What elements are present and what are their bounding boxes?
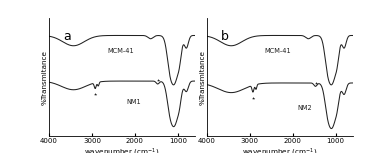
Text: $\star$: $\star$ [313, 78, 319, 87]
Text: NM1: NM1 [126, 99, 141, 105]
Text: MCM-41: MCM-41 [107, 48, 134, 54]
Y-axis label: %Transmitance: %Transmitance [200, 50, 205, 105]
Text: b: b [221, 30, 229, 43]
Text: MCM-41: MCM-41 [265, 48, 291, 54]
Text: NM2: NM2 [297, 104, 312, 111]
Text: $\star$: $\star$ [155, 76, 161, 85]
Text: $\star$: $\star$ [250, 93, 256, 102]
Y-axis label: %Transmitance: %Transmitance [42, 50, 47, 105]
Text: a: a [64, 30, 71, 43]
X-axis label: wavenumber (cm$^{-1}$): wavenumber (cm$^{-1}$) [84, 146, 160, 153]
Text: $\star$: $\star$ [92, 90, 98, 99]
X-axis label: wavenumber (cm$^{-1}$): wavenumber (cm$^{-1}$) [242, 146, 318, 153]
